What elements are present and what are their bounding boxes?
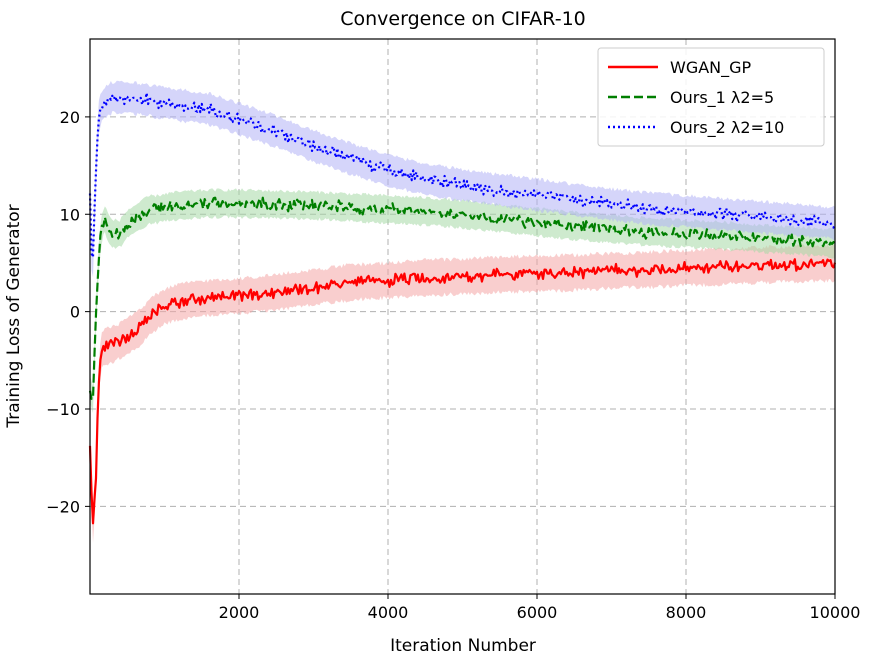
x-tick-label: 10000 (810, 603, 861, 622)
chart-title: Convergence on CIFAR-10 (340, 8, 586, 30)
x-tick-label: 6000 (517, 603, 558, 622)
band-layer (90, 80, 835, 543)
plot-frame (89, 38, 836, 595)
line-layer (88, 91, 837, 525)
series-band (90, 80, 835, 277)
legend: WGAN_GP Ours_1 λ2=5 Ours_2 λ2=10 (597, 47, 825, 147)
legend-box (597, 47, 825, 147)
x-tick-label: 2000 (219, 603, 260, 622)
series-line (88, 196, 836, 401)
y-axis-label: Training Loss of Generator (4, 204, 24, 428)
tick-layer: 2000 4000 6000 8000 10000 −20 −10 0 10 20 (46, 108, 860, 622)
y-tick-label: −10 (46, 400, 80, 419)
legend-label: WGAN_GP (670, 58, 752, 78)
series-band (90, 188, 835, 413)
legend-label: Ours_1 λ2=5 (670, 88, 774, 108)
x-tick-label: 8000 (666, 603, 707, 622)
series-band (90, 243, 835, 543)
x-tick-label: 4000 (368, 603, 409, 622)
y-tick-label: −20 (46, 497, 80, 516)
x-axis-label: Iteration Number (390, 636, 536, 655)
y-tick-label: 10 (60, 205, 80, 224)
y-tick-label: 0 (70, 303, 80, 322)
legend-label: Ours_2 λ2=10 (670, 118, 784, 138)
y-tick-label: 20 (60, 108, 80, 127)
series-line (88, 91, 836, 259)
series-line (88, 258, 837, 525)
